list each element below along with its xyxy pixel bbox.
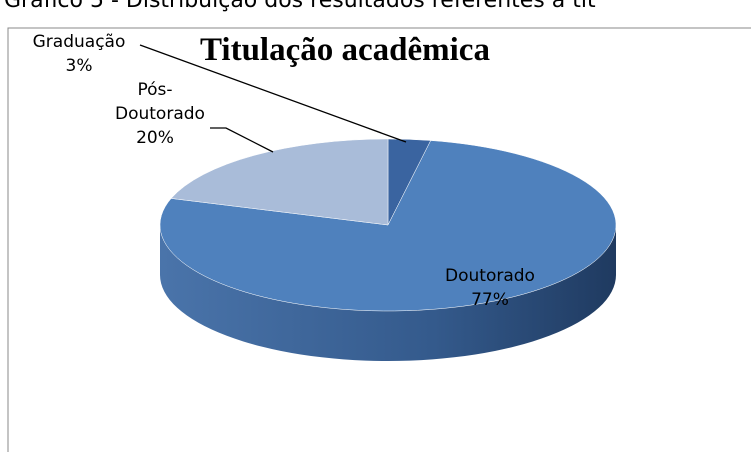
value-label: 20% [136,128,174,148]
leader-line [210,127,274,153]
slice-label: Pós-Doutorado 20% [100,78,210,150]
value-label: 3% [65,56,93,76]
chart-border [7,27,751,452]
slice-label: Graduação 3% [14,30,144,78]
slice-label: Doutorado 77% [410,264,570,312]
leader-line [139,44,407,143]
slice [170,138,389,226]
caption: Gráfico 5 - Distribuição dos resultados … [4,0,596,13]
category-label: Pós-Doutorado [115,80,205,124]
pie [159,138,617,361]
value-label: 77% [471,290,509,310]
slice [159,140,617,312]
slice-side [160,225,616,361]
category-label: Doutorado [445,266,535,286]
category-label: Graduação [32,32,126,52]
chart-title: Titulação acadêmica [200,32,490,68]
